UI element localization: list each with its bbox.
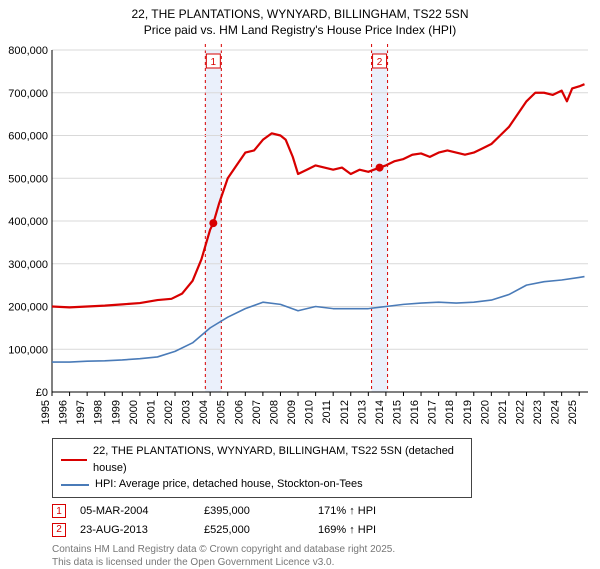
svg-text:2: 2	[377, 57, 383, 68]
svg-text:2015: 2015	[391, 400, 403, 424]
svg-text:£100,000: £100,000	[8, 345, 48, 357]
price-chart: £0 £100,000 £200,000 £300,000 £400,000 £500,0…	[8, 42, 592, 432]
svg-text:1: 1	[211, 57, 217, 68]
svg-text:2001: 2001	[145, 400, 157, 424]
sale-price: £395,000	[204, 502, 304, 521]
svg-text:2017: 2017	[427, 400, 439, 424]
svg-text:1995: 1995	[40, 400, 52, 424]
sale-date: 05-MAR-2004	[80, 502, 190, 521]
legend: 22, THE PLANTATIONS, WYNYARD, BILLINGHAM…	[52, 438, 472, 498]
sale-date: 23-AUG-2013	[80, 521, 190, 540]
svg-text:2012: 2012	[339, 400, 351, 424]
svg-text:2020: 2020	[479, 400, 491, 424]
svg-text:2007: 2007	[251, 400, 263, 424]
legend-item: HPI: Average price, detached house, Stoc…	[61, 476, 463, 493]
chart-svg: £0 £100,000 £200,000 £300,000 £400,000 £500,0…	[8, 42, 592, 432]
sale-hpi: 171% ↑ HPI	[318, 502, 438, 521]
svg-text:2013: 2013	[356, 400, 368, 424]
svg-text:2006: 2006	[233, 400, 245, 424]
svg-text:£0: £0	[36, 387, 48, 399]
svg-text:£800,000: £800,000	[8, 45, 48, 57]
chart-title: 22, THE PLANTATIONS, WYNYARD, BILLINGHAM…	[8, 6, 592, 38]
svg-text:£600,000: £600,000	[8, 131, 48, 143]
license-footer: Contains HM Land Registry data © Crown c…	[52, 543, 592, 569]
svg-text:2000: 2000	[128, 400, 140, 424]
svg-text:2008: 2008	[268, 400, 280, 424]
svg-text:2003: 2003	[181, 400, 193, 424]
svg-text:1996: 1996	[58, 400, 70, 424]
svg-text:2004: 2004	[198, 400, 210, 424]
svg-text:2024: 2024	[550, 400, 562, 424]
title-line-1: 22, THE PLANTATIONS, WYNYARD, BILLINGHAM…	[132, 7, 469, 21]
svg-text:2010: 2010	[304, 400, 316, 424]
svg-text:2005: 2005	[216, 400, 228, 424]
svg-text:2021: 2021	[497, 400, 509, 424]
svg-text:2022: 2022	[514, 400, 526, 424]
sale-marker-icon: 2	[52, 523, 66, 537]
footer-line-2: This data is licensed under the Open Gov…	[52, 557, 334, 568]
sale-row: 2 23-AUG-2013 £525,000 169% ↑ HPI	[52, 521, 592, 540]
svg-text:1998: 1998	[93, 400, 105, 424]
svg-text:£500,000: £500,000	[8, 174, 48, 186]
svg-text:2019: 2019	[462, 400, 474, 424]
sale-hpi: 169% ↑ HPI	[318, 521, 438, 540]
svg-text:2002: 2002	[163, 400, 175, 424]
svg-text:2014: 2014	[374, 400, 386, 424]
footer-line-1: Contains HM Land Registry data © Crown c…	[52, 544, 395, 555]
legend-swatch	[61, 484, 89, 486]
svg-text:2025: 2025	[567, 400, 579, 424]
legend-label: HPI: Average price, detached house, Stoc…	[95, 476, 363, 493]
svg-text:1997: 1997	[75, 400, 87, 424]
legend-item: 22, THE PLANTATIONS, WYNYARD, BILLINGHAM…	[61, 443, 463, 476]
svg-text:1999: 1999	[110, 400, 122, 424]
legend-swatch	[61, 459, 87, 461]
svg-text:2009: 2009	[286, 400, 298, 424]
title-line-2: Price paid vs. HM Land Registry's House …	[144, 23, 456, 37]
svg-text:2018: 2018	[444, 400, 456, 424]
svg-text:£400,000: £400,000	[8, 216, 48, 228]
svg-text:2023: 2023	[532, 400, 544, 424]
sale-price: £525,000	[204, 521, 304, 540]
svg-text:£300,000: £300,000	[8, 259, 48, 271]
svg-text:2011: 2011	[321, 400, 333, 424]
sales-list: 1 05-MAR-2004 £395,000 171% ↑ HPI 2 23-AUG-20…	[52, 502, 592, 539]
sale-marker-icon: 1	[52, 504, 66, 518]
svg-text:£700,000: £700,000	[8, 88, 48, 100]
svg-text:£200,000: £200,000	[8, 302, 48, 314]
legend-label: 22, THE PLANTATIONS, WYNYARD, BILLINGHAM…	[93, 443, 463, 476]
sale-row: 1 05-MAR-2004 £395,000 171% ↑ HPI	[52, 502, 592, 521]
svg-text:2016: 2016	[409, 400, 421, 424]
